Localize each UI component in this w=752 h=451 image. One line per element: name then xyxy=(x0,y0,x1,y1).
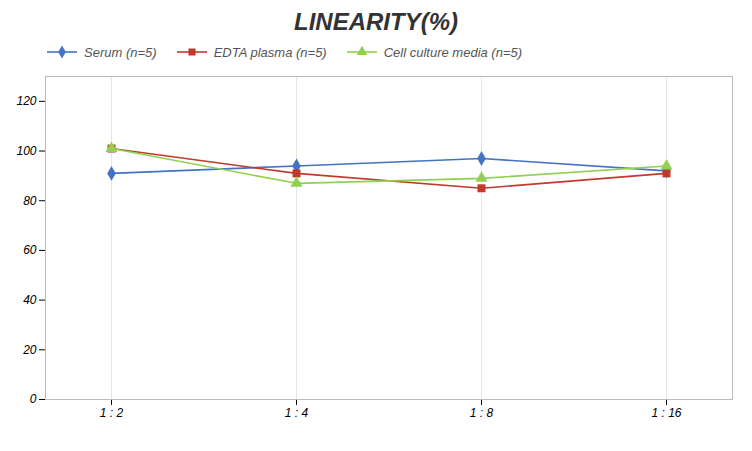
html-text:EDTA plasma (n=5): EDTA plasma (n=5) xyxy=(213,44,327,60)
svg-text:40: 40 xyxy=(23,293,37,307)
svg-text:1 : 2: 1 : 2 xyxy=(100,406,124,420)
svg-text:80: 80 xyxy=(23,194,37,208)
svg-text:120: 120 xyxy=(16,94,36,108)
html-text:Serum (n=5): Serum (n=5) xyxy=(84,44,157,60)
html-text:LINEARITY(%): LINEARITY(%) xyxy=(294,8,458,35)
svg-text:0: 0 xyxy=(30,392,37,406)
html-text:Cell culture media (n=5): Cell culture media (n=5) xyxy=(383,44,523,60)
svg-text:20: 20 xyxy=(22,343,37,357)
svg-text:1 : 4: 1 : 4 xyxy=(285,406,309,420)
svg-text:1 : 8: 1 : 8 xyxy=(470,406,494,420)
svg-text:60: 60 xyxy=(23,243,37,257)
svg-text:100: 100 xyxy=(16,144,36,158)
svg-text:1 : 16: 1 : 16 xyxy=(651,406,681,420)
